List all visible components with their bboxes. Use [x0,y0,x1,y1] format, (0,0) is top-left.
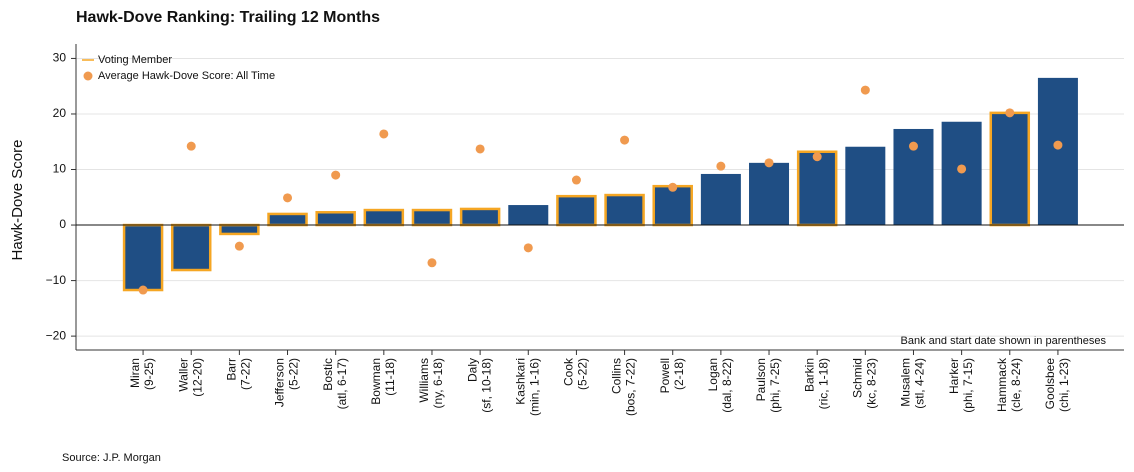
x-tick-label: Kashkari [513,358,527,405]
x-tick-detail: (ric, 1-18) [816,358,830,409]
x-tick-detail: (5-22) [287,358,301,390]
y-tick-label: 10 [53,162,67,176]
x-tick-detail: (7-22) [239,358,253,390]
marker [427,258,437,268]
legend-label: Voting Member [98,54,172,66]
x-tick-label: Daly [465,358,479,382]
voting-bar [170,223,212,272]
bar [1037,77,1078,226]
marker [860,85,870,95]
bar [749,162,790,226]
voting-bar [267,212,308,227]
x-tick-detail: (phi, 7-15) [961,358,975,413]
x-tick-detail: (cle, 8-24) [1009,358,1023,412]
marker [379,129,389,139]
x-tick-label: Bowman [369,358,383,405]
x-tick-detail: (min, 1-16) [527,358,541,416]
marker [186,141,196,151]
voting-bar [459,207,501,227]
y-tick-label: 20 [53,106,67,120]
marker [1005,108,1015,118]
chart-title: Hawk-Dove Ranking: Trailing 12 Months [76,9,380,26]
y-tick-label: −20 [46,328,67,342]
x-tick-detail: (12-20) [190,358,204,397]
x-tick-label: Williams [417,358,431,403]
x-tick-label: Jefferson [273,358,287,407]
x-tick-label: Hammack [995,357,1009,412]
marker [1053,140,1063,150]
marker [908,141,918,151]
x-tick-detail: (ny, 6-18) [431,358,445,408]
marker [620,135,630,145]
bar [508,205,549,226]
bar [700,173,741,226]
x-tick-label: Logan [706,358,720,391]
x-tick-detail: (bos, 7-22) [624,358,638,416]
x-tick-label: Paulson [754,358,768,401]
marker [234,241,244,251]
marker [812,152,822,162]
x-tick-label: Powell [658,358,672,393]
annotation: Bank and start date shown in parentheses [901,335,1107,347]
x-tick-detail: (phi, 7-25) [768,358,782,413]
y-tick-label: 30 [53,51,67,65]
marker [331,170,341,180]
x-tick-label: Collins [610,358,624,394]
legend-marker [83,71,93,81]
voting-bar [652,184,693,227]
voting-bar [315,211,356,227]
y-axis-title: Hawk-Dove Score [9,140,26,261]
marker [957,164,967,174]
x-tick-label: Bostic [321,358,335,391]
x-tick-label: Harker [947,358,961,394]
x-tick-label: Waller [176,358,190,392]
x-tick-detail: (dal, 8-22) [720,358,734,413]
marker [668,182,678,192]
bar [845,146,886,226]
marker [716,161,726,171]
voting-bar [122,223,164,292]
x-tick-detail: (11-18) [383,358,397,396]
x-tick-detail: (chi, 1-23) [1057,358,1071,412]
voting-bar [363,208,405,227]
x-tick-label: Schmid [850,358,864,398]
source: Source: J.P. Morgan [62,452,161,464]
x-tick-detail: (kc, 8-23) [864,358,878,409]
voting-bar [796,150,838,227]
voting-bar [219,223,260,236]
x-tick-label: Musalem [899,358,913,407]
x-tick-label: Miran [128,358,142,388]
marker [475,144,485,154]
x-tick-detail: (atl, 6-17) [335,358,349,409]
marker [283,193,293,203]
x-tick-detail: (2-18) [672,358,686,390]
x-tick-detail: (sf, 10-18) [479,358,493,413]
marker [523,243,533,253]
voting-bar [411,208,453,227]
x-tick-detail: (stl, 4-24) [913,358,927,409]
x-tick-label: Cook [562,357,576,386]
x-tick-label: Barkin [802,358,816,392]
marker [138,285,148,295]
voting-bar [604,193,645,227]
x-tick-label: Barr [225,358,239,381]
x-tick-label: Goolsbee [1043,358,1057,410]
y-tick-label: 0 [59,217,66,231]
marker [764,158,774,168]
x-tick-detail: (9-25) [142,358,156,390]
voting-bar [989,111,1031,227]
marker [571,175,581,185]
x-tick-detail: (5-22) [576,358,590,390]
voting-bar [556,194,597,227]
legend-label: Average Hawk-Dove Score: All Time [98,70,275,82]
y-tick-label: −10 [46,273,67,287]
